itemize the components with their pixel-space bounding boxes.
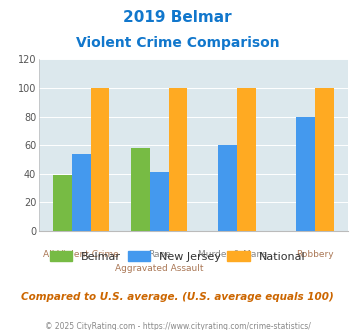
Bar [315,88,334,231]
Bar [237,88,256,231]
Bar [218,145,237,231]
Text: Compared to U.S. average. (U.S. average equals 100): Compared to U.S. average. (U.S. average … [21,292,334,302]
Legend: Belmar, New Jersey, National: Belmar, New Jersey, National [45,247,310,267]
Text: Aggravated Assault: Aggravated Assault [115,264,203,273]
Text: 2019 Belmar: 2019 Belmar [123,10,232,25]
Bar [169,88,187,231]
Bar [72,154,91,231]
Bar [150,172,169,231]
Text: Rape: Rape [148,250,171,259]
Text: All Violent Crime: All Violent Crime [43,250,119,259]
Text: Robbery: Robbery [296,250,334,259]
Bar [131,148,150,231]
Bar [296,116,315,231]
Text: Murder & Mans...: Murder & Mans... [198,250,276,259]
Bar [91,88,109,231]
Text: © 2025 CityRating.com - https://www.cityrating.com/crime-statistics/: © 2025 CityRating.com - https://www.city… [45,322,310,330]
Bar [53,175,72,231]
Text: Violent Crime Comparison: Violent Crime Comparison [76,36,279,50]
